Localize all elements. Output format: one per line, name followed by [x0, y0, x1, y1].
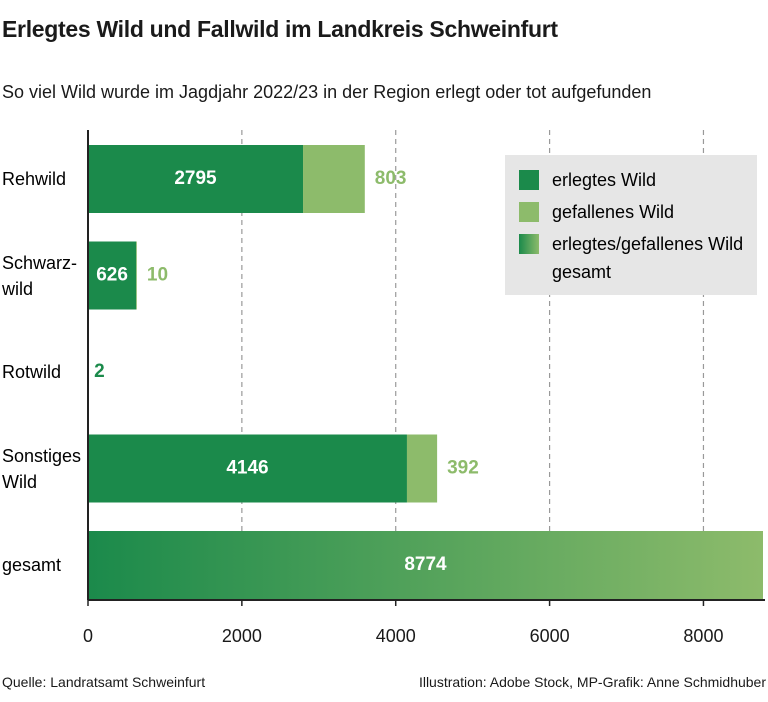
bar: [88, 531, 763, 599]
chart-title: Erlegtes Wild und Fallwild im Landkreis …: [2, 16, 558, 42]
x-tick-label: 2000: [222, 626, 262, 646]
x-tick-label: 8000: [683, 626, 723, 646]
source: Quelle: Landratsamt Schweinfurt: [2, 674, 206, 690]
x-tick-label: 6000: [530, 626, 570, 646]
category-label: gesamt: [2, 555, 62, 575]
credit: Illustration: Adobe Stock, MP-Grafik: An…: [418, 674, 766, 690]
value-label: 8774: [404, 554, 447, 575]
value-label: 803: [375, 168, 407, 189]
bar: [303, 145, 365, 213]
bar: [406, 434, 438, 503]
bar: [88, 145, 304, 213]
category-label: Schwarz- wild: [2, 252, 78, 299]
legend-label: erlegtes Wild: [552, 170, 657, 190]
category-label: Sonstiges Wild: [2, 445, 82, 492]
legend-swatch: [519, 234, 539, 254]
category-label: Rehwild: [2, 169, 67, 189]
chart-subtitle: So viel Wild wurde im Jagdjahr 2022/23 i…: [2, 82, 652, 102]
value-label: 10: [147, 265, 168, 286]
bar: [88, 241, 137, 310]
bar: [136, 241, 137, 310]
x-tick-label: 4000: [376, 626, 416, 646]
value-label: 392: [447, 458, 479, 479]
bar: [88, 434, 407, 503]
x-tick-label: 0: [83, 626, 93, 646]
category-label: Rotwild: [2, 362, 62, 382]
value-label: 2795: [174, 168, 217, 189]
legend-label: gefallenes Wild: [552, 202, 675, 222]
legend-swatch: [519, 170, 539, 190]
value-label: 626: [96, 265, 128, 286]
legend-swatch: [519, 202, 539, 222]
legend-box: [505, 155, 757, 295]
value-label: 4146: [226, 458, 268, 479]
legend-label: erlegtes/gefallenes Wild gesamt: [552, 234, 744, 282]
value-label: 2: [94, 361, 105, 382]
